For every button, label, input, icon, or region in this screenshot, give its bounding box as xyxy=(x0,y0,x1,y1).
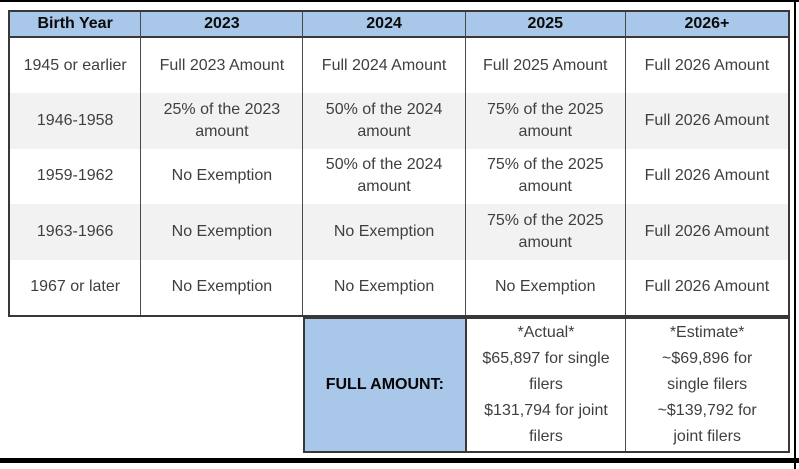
table-cell: 75% of the 2025 amount xyxy=(465,204,626,260)
bottom-divider-bar xyxy=(0,458,799,463)
table-cell: Full 2026 Amount xyxy=(644,278,770,296)
exemption-by-birth-year-table: Birth Year 2023 2024 2025 2026+ 1945 or … xyxy=(8,10,790,317)
row-label-1946-1958: 1946-1958 xyxy=(10,93,142,149)
table-cell: No Exemption xyxy=(303,259,466,315)
table-cell: No Exemption xyxy=(466,259,626,315)
table-cell: 75% of the 2025 amount xyxy=(465,93,626,149)
actual-amount-2025-cell: *Actual* $65,897 for single filers $131,… xyxy=(467,319,627,451)
column-header-2023: 2023 xyxy=(141,12,304,38)
full-amount-label: FULL AMOUNT: xyxy=(305,319,467,451)
column-header-2026plus: 2026+ xyxy=(625,12,788,38)
table-cell: No Exemption xyxy=(141,148,304,205)
estimate-amount-2026-cell: *Estimate* ~$69,896 for single filers ~$… xyxy=(657,324,757,445)
table-cell: 75% of the 2025 amount xyxy=(466,148,626,205)
table-cell: 50% of the 2024 amount xyxy=(303,148,466,205)
table-cell: Full 2023 Amount xyxy=(141,38,304,94)
column-header-2024: 2024 xyxy=(303,12,466,38)
table-cell: Full 2026 Amount xyxy=(644,167,770,185)
row-label-1959-1962: 1959-1962 xyxy=(10,148,142,205)
table-cell: 50% of the 2024 amount xyxy=(303,93,466,149)
table-cell: No Exemption xyxy=(141,204,304,260)
column-header-2025: 2025 xyxy=(465,12,626,38)
table-cell: No Exemption xyxy=(141,259,304,315)
full-amount-section: FULL AMOUNT: *Actual* $65,897 for single… xyxy=(303,317,790,453)
table-cell: 25% of the 2023 amount xyxy=(141,93,304,149)
right-border-line xyxy=(794,0,796,469)
table-cell: Full 2025 Amount xyxy=(466,38,626,94)
table-cell: Full 2026 Amount xyxy=(625,204,788,260)
table-cell: Full 2026 Amount xyxy=(644,56,770,74)
table-cell: No Exemption xyxy=(303,204,466,260)
table-cell: Full 2026 Amount xyxy=(625,93,788,149)
top-border-line xyxy=(0,0,799,2)
row-label-1963-1966: 1963-1966 xyxy=(10,204,142,260)
row-label-1945-or-earlier: 1945 or earlier xyxy=(10,38,142,94)
table-cell: Full 2024 Amount xyxy=(303,38,466,94)
row-label-1967-or-later: 1967 or later xyxy=(10,259,142,315)
column-header-birth-year: Birth Year xyxy=(10,12,142,38)
